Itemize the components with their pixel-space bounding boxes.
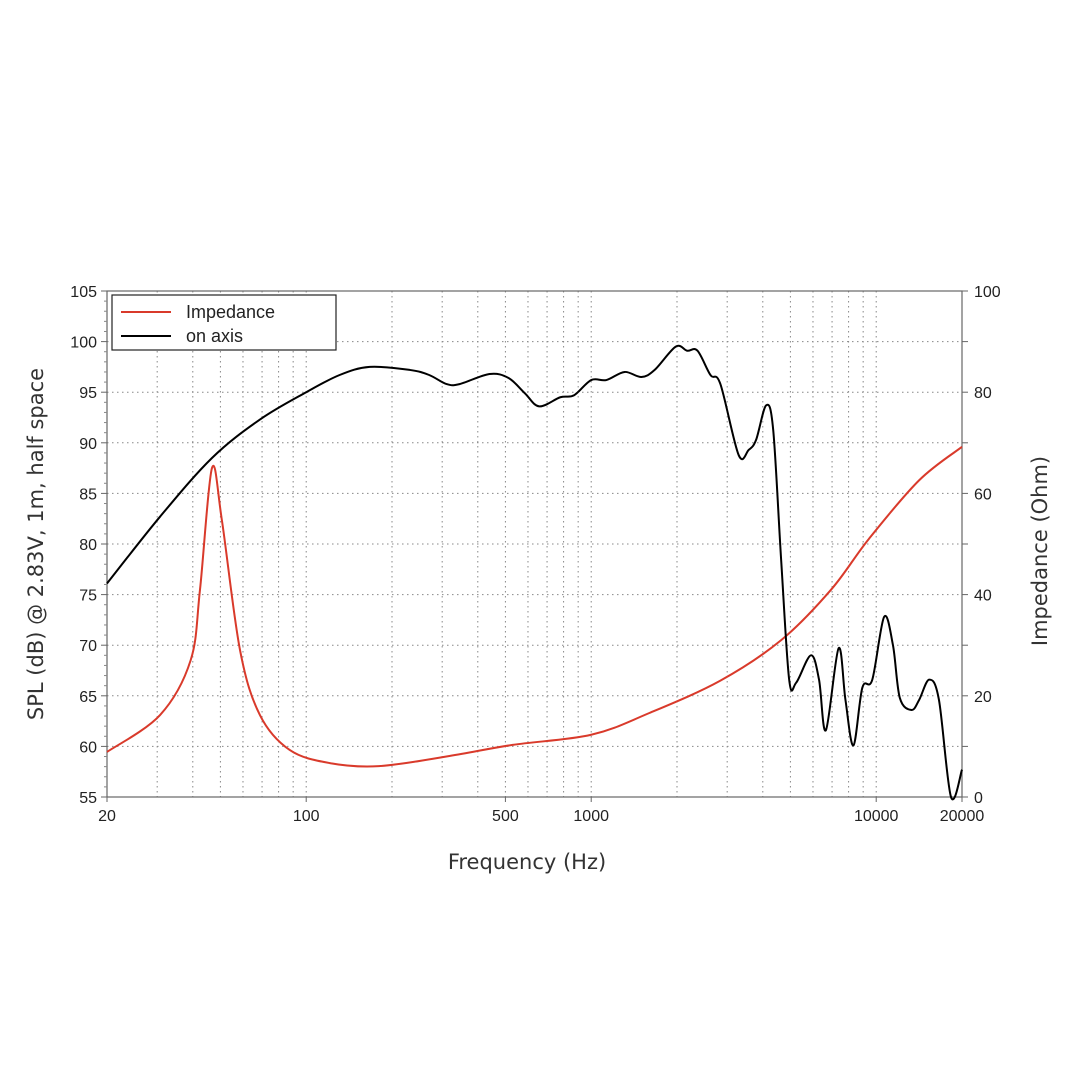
y-tick-label: 105	[70, 284, 97, 301]
curves	[106, 344, 963, 801]
y2-tick-label: 40	[974, 588, 992, 605]
y-tick-label: 60	[79, 739, 97, 756]
legend-label-impedance: Impedance	[186, 302, 275, 322]
y2-tick-label: 0	[974, 790, 983, 807]
y-tick-label: 90	[79, 436, 97, 453]
series-line-on-axis	[106, 344, 963, 801]
axis-ticks: 55 60 65 70 75 80 85 90 95 100 105 0 20 40 60 80 100 20 10…	[70, 284, 1001, 825]
y-tick-label: 55	[79, 790, 97, 807]
series-line-impedance	[106, 446, 963, 768]
y-axis-label: SPL (dB) @ 2.83V, 1m, half space	[24, 368, 48, 720]
y2-tick-label: 100	[974, 284, 1001, 301]
x-tick-label: 10000	[854, 808, 899, 825]
legend: Impedance on axis	[111, 294, 337, 351]
y-tick-label: 95	[79, 385, 97, 402]
y-tick-label: 85	[79, 486, 97, 503]
x-tick-label: 1000	[573, 808, 609, 825]
y-tick-label: 80	[79, 537, 97, 554]
y-tick-label: 65	[79, 689, 97, 706]
legend-label-on-axis: on axis	[186, 326, 243, 346]
legend-box	[111, 294, 337, 351]
x-axis-label: Frequency (Hz)	[448, 850, 606, 874]
x-tick-label: 20	[98, 808, 116, 825]
y2-tick-label: 20	[974, 689, 992, 706]
x-tick-label: 100	[293, 808, 320, 825]
plot-frame	[106, 290, 963, 798]
y2-axis-label: Impedance (Ohm)	[1028, 456, 1052, 646]
y-tick-label: 75	[79, 588, 97, 605]
y2-tick-label: 80	[974, 385, 992, 402]
y2-tick-label: 60	[974, 486, 992, 503]
y-tick-label: 100	[70, 335, 97, 352]
y-tick-label: 70	[79, 638, 97, 655]
x-tick-label: 500	[492, 808, 519, 825]
x-tick-label: 20000	[940, 808, 985, 825]
grid	[107, 291, 962, 797]
